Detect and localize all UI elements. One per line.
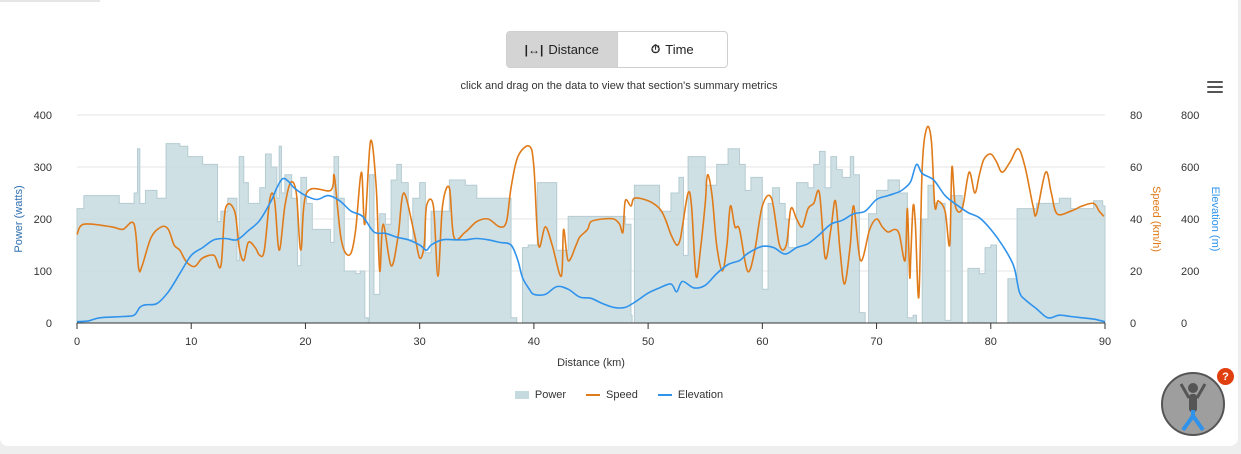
elevation-tick-label: 200: [1181, 266, 1199, 278]
elevation-tick-label: 800: [1181, 110, 1199, 122]
legend-item-power[interactable]: Power: [514, 389, 567, 401]
distance-icon: |↔|: [524, 42, 544, 57]
speed-tick-label: 80: [1130, 110, 1142, 122]
legend: Power Speed Elevation: [0, 389, 1238, 401]
legend-item-speed[interactable]: Speed: [586, 389, 638, 401]
x-tick-label: 10: [185, 336, 197, 348]
elevation-tick-label: 400: [1181, 214, 1199, 226]
x-tick-label: 90: [1099, 336, 1111, 348]
time-toggle-button[interactable]: ⏱ Time: [618, 32, 728, 67]
x-tick-label: 70: [870, 336, 882, 348]
elevation-swatch: [657, 394, 672, 396]
power-tick-label: 100: [34, 266, 52, 278]
x-tick-label: 0: [74, 336, 80, 348]
stopwatch-icon: ⏱: [650, 42, 661, 56]
power-area: [76, 143, 1106, 324]
power-tick-label: 300: [34, 162, 52, 174]
assistant-button[interactable]: [1161, 372, 1225, 436]
legend-label-power: Power: [534, 389, 567, 401]
x-tick-label: 60: [756, 336, 768, 348]
x-axis-title: Distance (km): [557, 357, 625, 369]
x-tick-label: 50: [642, 336, 654, 348]
speed-axis-title: Speed (km/h): [1150, 186, 1162, 252]
power-series: [76, 143, 1106, 324]
speed-swatch: [586, 394, 601, 396]
speed-tick-label: 40: [1130, 214, 1142, 226]
x-tick-label: 20: [299, 336, 311, 348]
elevation-line: [76, 163, 1106, 323]
chart-menu-icon[interactable]: [1207, 81, 1223, 93]
legend-item-elevation[interactable]: Elevation: [657, 389, 724, 401]
elevation-axis-title: Elevation (m): [1209, 187, 1221, 252]
speed-tick-label: 0: [1130, 318, 1136, 330]
speed-series: [76, 125, 1105, 299]
x-tick-label: 80: [985, 336, 997, 348]
power-tick-label: 200: [34, 214, 52, 226]
assistant-badge: ?: [1217, 368, 1234, 385]
elevation-tick-label: 600: [1181, 162, 1199, 174]
elevation-tick-label: 0: [1181, 318, 1187, 330]
x-tick-label: 30: [414, 336, 426, 348]
distance-label: Distance: [548, 42, 599, 57]
chart-hint: click and drag on the data to view that …: [460, 80, 778, 92]
legend-label-speed: Speed: [606, 389, 638, 401]
legend-label-elevation: Elevation: [677, 389, 724, 401]
elevation-series: [76, 163, 1106, 323]
power-tick-label: 0: [46, 318, 52, 330]
distance-toggle-button[interactable]: |↔| Distance: [507, 32, 618, 67]
cyclist-avatar-icon: [1179, 383, 1207, 432]
speed-tick-label: 20: [1130, 266, 1142, 278]
power-tick-label: 400: [34, 110, 52, 122]
speed-tick-label: 60: [1130, 162, 1142, 174]
x-tick-label: 40: [528, 336, 540, 348]
power-axis-title: Power (watts): [13, 185, 25, 252]
time-label: Time: [665, 42, 694, 57]
speed-line: [76, 125, 1105, 299]
power-swatch: [514, 391, 529, 399]
x-axis-toggle: |↔| Distance ⏱ Time: [506, 31, 728, 68]
tab-strip: [0, 0, 100, 2]
